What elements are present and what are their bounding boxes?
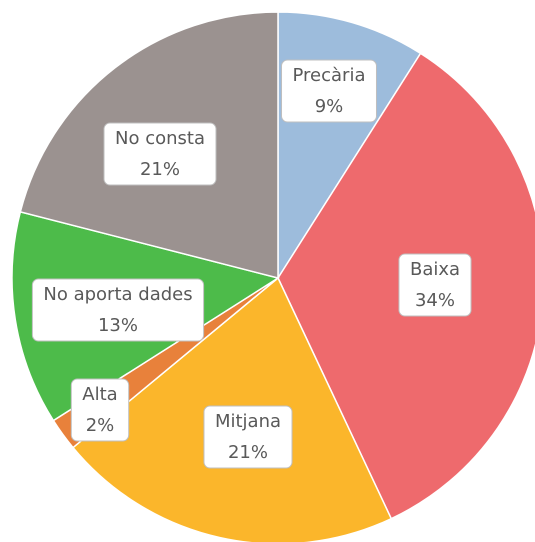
value-label: 21% (140, 159, 180, 180)
value-label: 2% (86, 415, 115, 436)
slice-label: Baixa (410, 259, 460, 280)
label-box (31, 278, 205, 342)
label-box (203, 405, 293, 469)
labels: Precària 9% Baixa 34% Mitjana 21% Alta 2% No apo… (31, 59, 472, 469)
slice-label: No consta (115, 128, 205, 149)
value-label: 34% (415, 290, 455, 311)
value-label: 13% (98, 315, 138, 336)
label-box (281, 59, 377, 123)
label-box (103, 122, 217, 186)
label-box (70, 378, 130, 442)
slice-label: Alta (82, 384, 117, 405)
label-box (398, 253, 472, 317)
slice-label: Precària (293, 65, 366, 86)
value-label: 21% (228, 442, 268, 463)
value-label: 9% (315, 96, 344, 117)
slice-label: No aporta dades (43, 284, 192, 305)
slice-label: Mitjana (215, 411, 281, 432)
